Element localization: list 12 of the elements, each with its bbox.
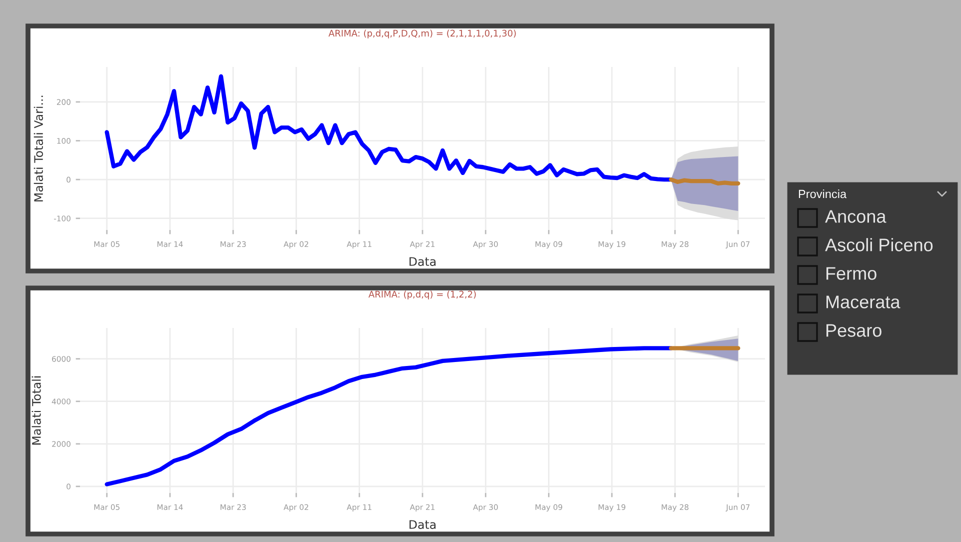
- y-axis-title: Malati Totali Vari...: [34, 96, 44, 202]
- text: Provincia: [798, 190, 847, 198]
- category-label: Macerata: [826, 296, 900, 308]
- chart-title: ARIMA: (p,d,q) = (1,2,2): [368, 290, 476, 300]
- category-label: Fermo: [826, 267, 876, 280]
- chart-title: ARIMA: (p,d,q,P,D,Q,m) = (2,1,1,1,0,1,30): [328, 30, 516, 38]
- x-axis-title: Data: [410, 257, 436, 266]
- x-axis-title: Data: [410, 520, 436, 529]
- category-label: Pesaro: [826, 324, 882, 337]
- category-label: Ascoli Piceno: [825, 238, 933, 252]
- y-axis-title: Malati Totali: [32, 376, 41, 445]
- category-label: Ancona: [825, 210, 886, 223]
